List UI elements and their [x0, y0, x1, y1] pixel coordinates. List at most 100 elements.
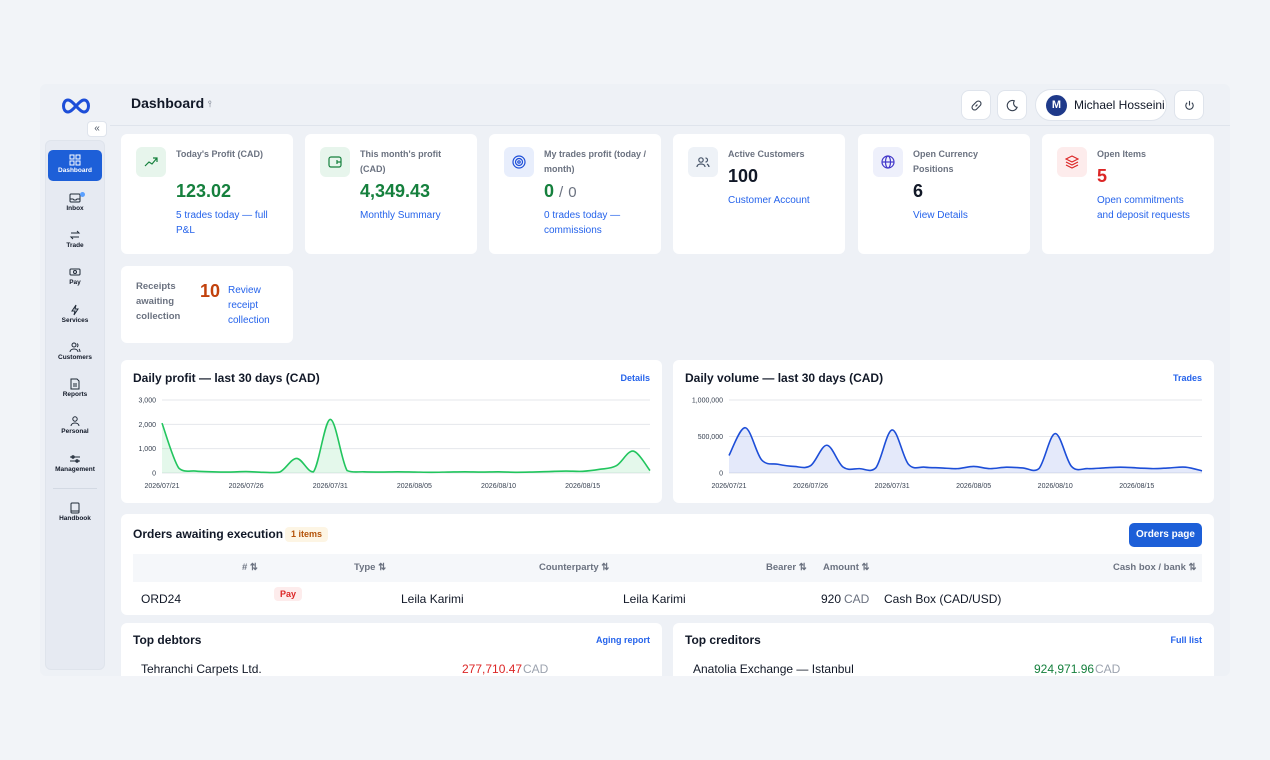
data-point[interactable]	[262, 471, 264, 473]
data-point[interactable]	[363, 471, 365, 473]
data-point[interactable]	[228, 471, 230, 473]
data-point[interactable]	[891, 429, 893, 431]
data-point[interactable]	[940, 467, 942, 469]
stat-link[interactable]: 0 trades today — commissions	[544, 210, 621, 236]
data-point[interactable]	[875, 467, 877, 469]
data-point[interactable]	[1071, 465, 1073, 467]
data-point[interactable]	[810, 465, 812, 467]
data-point[interactable]	[582, 470, 584, 472]
data-point[interactable]	[826, 444, 828, 446]
trades-link[interactable]: Trades	[1172, 373, 1202, 383]
column-header-cashbox[interactable]: Cash box / bank ⇅	[1113, 562, 1197, 573]
sidebar-item-services[interactable]: Services	[48, 300, 102, 331]
sidebar-item-dashboard[interactable]: Dashboard	[48, 150, 102, 181]
data-point[interactable]	[761, 459, 763, 461]
data-point[interactable]	[924, 466, 926, 468]
dark-mode-button[interactable]	[997, 90, 1027, 120]
logo-icon[interactable]	[59, 96, 93, 116]
data-point[interactable]	[413, 471, 415, 473]
data-point[interactable]	[548, 471, 550, 473]
data-point[interactable]	[346, 470, 348, 472]
series-line	[728, 426, 1203, 472]
data-point[interactable]	[279, 471, 281, 473]
stat-link[interactable]: Monthly Summary	[360, 210, 441, 221]
column-header-amount[interactable]: Amount ⇅	[823, 562, 870, 573]
column-header-id[interactable]: # ⇅	[242, 562, 258, 573]
data-point[interactable]	[777, 463, 779, 465]
data-point[interactable]	[178, 467, 180, 469]
link-button[interactable]	[961, 90, 991, 120]
sidebar-item-personal[interactable]: Personal	[48, 411, 102, 442]
data-point[interactable]	[1119, 466, 1121, 468]
sidebar-item-pay[interactable]: Pay	[48, 262, 102, 293]
sidebar-item-handbook[interactable]: Handbook	[48, 498, 102, 529]
data-point[interactable]	[397, 471, 399, 473]
orders-page-button[interactable]: Orders page	[1129, 523, 1202, 547]
data-point[interactable]	[531, 471, 533, 473]
data-point[interactable]	[615, 465, 617, 467]
data-point[interactable]	[793, 465, 795, 467]
data-point[interactable]	[1087, 468, 1089, 470]
data-point[interactable]	[1054, 433, 1056, 435]
y-tick-label: 2,000	[138, 422, 156, 429]
data-point[interactable]	[1103, 467, 1105, 469]
profit-details-link[interactable]: Details	[620, 373, 650, 383]
stat-link[interactable]: Open commitments and deposit requests	[1097, 195, 1190, 221]
data-point[interactable]	[599, 468, 601, 470]
sidebar-item-reports[interactable]: Reports	[48, 374, 102, 405]
data-point[interactable]	[430, 471, 432, 473]
review-receipts-link[interactable]: Review receipt collection	[228, 285, 270, 326]
sidebar-item-customers[interactable]: Customers	[48, 337, 102, 368]
stat-link[interactable]: 5 trades today — full P&L	[176, 210, 268, 236]
data-point[interactable]	[632, 450, 634, 452]
data-point[interactable]	[464, 471, 466, 473]
data-point[interactable]	[907, 463, 909, 465]
data-point[interactable]	[296, 457, 298, 459]
orders-card: Orders awaiting execution 1 items Orders…	[121, 514, 1214, 615]
data-point[interactable]	[858, 468, 860, 470]
data-point[interactable]	[514, 471, 516, 473]
stat-label: Today's Profit (CAD)	[176, 149, 263, 159]
collapse-sidebar-button[interactable]: «	[87, 121, 107, 137]
data-point[interactable]	[1005, 466, 1007, 468]
logout-button[interactable]	[1174, 90, 1204, 120]
data-point[interactable]	[329, 418, 331, 420]
data-point[interactable]	[1038, 468, 1040, 470]
data-point[interactable]	[956, 468, 958, 470]
stat-link[interactable]: Customer Account	[728, 195, 810, 206]
column-header-bearer[interactable]: Bearer ⇅	[766, 562, 807, 573]
sidebar-item-management[interactable]: Management	[48, 449, 102, 480]
column-header-counterparty[interactable]: Counterparty ⇅	[539, 562, 610, 573]
sidebar-item-inbox[interactable]: Inbox	[48, 188, 102, 219]
data-point[interactable]	[973, 465, 975, 467]
data-point[interactable]	[1168, 467, 1170, 469]
data-point[interactable]	[1201, 470, 1203, 472]
data-point[interactable]	[447, 471, 449, 473]
data-point[interactable]	[312, 471, 314, 473]
column-header-type[interactable]: Type ⇅	[354, 562, 387, 573]
data-point[interactable]	[211, 471, 213, 473]
data-point[interactable]	[245, 471, 247, 473]
data-point[interactable]	[1022, 467, 1024, 469]
data-point[interactable]	[842, 466, 844, 468]
pin-icon[interactable]: ⫯	[208, 99, 212, 109]
data-point[interactable]	[161, 422, 163, 424]
data-point[interactable]	[1136, 467, 1138, 469]
stat-link[interactable]: View Details	[913, 210, 968, 221]
orders-count-badge: 1 items	[285, 527, 328, 542]
data-point[interactable]	[989, 468, 991, 470]
full-list-link[interactable]: Full list	[1170, 635, 1203, 645]
data-point[interactable]	[744, 427, 746, 429]
data-point[interactable]	[481, 471, 483, 473]
user-menu[interactable]: M Michael Hosseini	[1035, 89, 1167, 121]
aging-report-link[interactable]: Aging report	[596, 635, 650, 645]
data-point[interactable]	[498, 471, 500, 473]
data-point[interactable]	[1152, 468, 1154, 470]
data-point[interactable]	[649, 470, 651, 472]
data-point[interactable]	[380, 471, 382, 473]
data-point[interactable]	[195, 470, 197, 472]
data-point[interactable]	[565, 470, 567, 472]
sidebar-item-trade[interactable]: Trade	[48, 225, 102, 256]
data-point[interactable]	[728, 454, 730, 456]
data-point[interactable]	[1185, 466, 1187, 468]
